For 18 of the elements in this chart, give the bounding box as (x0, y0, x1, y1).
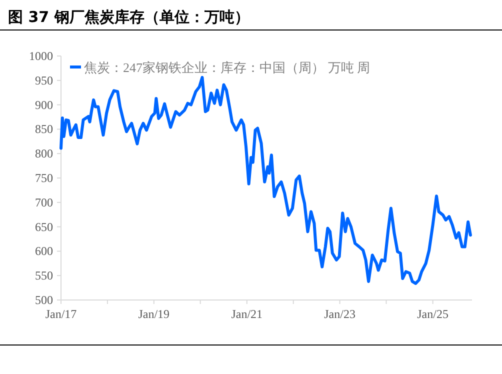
x-tick-label: Jan/19 (138, 307, 170, 321)
x-tick-label: Jan/17 (45, 307, 77, 321)
y-tick-label: 1000 (29, 49, 53, 63)
x-tick-label: Jan/23 (324, 307, 356, 321)
chart-title: 图 37 钢厂焦炭库存（单位：万吨） (8, 8, 250, 26)
y-tick-label: 550 (35, 268, 53, 283)
y-tick-label: 600 (35, 244, 53, 258)
x-tick-label: Jan/21 (231, 307, 263, 321)
y-tick-label: 800 (35, 146, 53, 161)
x-tick-label: Jan/25 (417, 307, 448, 321)
y-tick-label: 850 (35, 122, 53, 136)
y-tick-label: 950 (35, 73, 53, 88)
y-tick-label: 500 (35, 293, 53, 307)
y-tick-label: 700 (35, 195, 53, 210)
y-tick-label: 750 (35, 171, 53, 185)
legend: 焦炭：247家钢铁企业：库存：中国（周） 万吨 周 (70, 60, 370, 75)
y-tick-label: 900 (35, 98, 53, 112)
y-tick-label: 650 (35, 220, 53, 234)
